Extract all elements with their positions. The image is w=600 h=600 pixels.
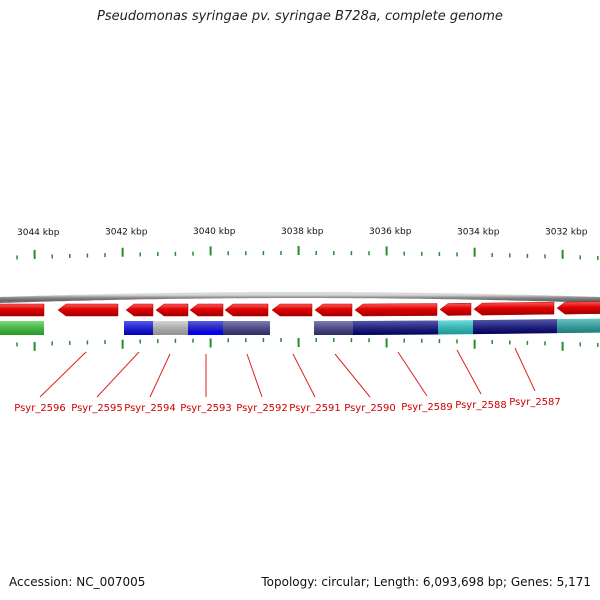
annotation-shade <box>353 320 438 335</box>
label-leader-line <box>514 347 536 392</box>
annotation-strip <box>188 331 223 335</box>
label-leaders <box>39 347 536 398</box>
gene-track[interactable] <box>0 301 600 317</box>
annotation-track[interactable] <box>0 318 600 335</box>
scale-label: 3044 kbp <box>17 228 60 238</box>
gene-arrow[interactable] <box>354 303 438 317</box>
gene-label[interactable]: Psyr_2591 <box>289 403 341 414</box>
accession-text: Accession: NC_007005 <box>9 575 146 589</box>
label-leader-line <box>456 349 482 395</box>
gene-label[interactable]: Psyr_2596 <box>14 403 66 414</box>
scale-label: 3034 kbp <box>457 227 500 237</box>
gene-label[interactable]: Psyr_2595 <box>71 403 123 414</box>
gene-label[interactable]: Psyr_2593 <box>180 403 232 414</box>
gene-arrow[interactable] <box>556 301 600 315</box>
backbone-ring <box>0 292 600 304</box>
label-leader-line <box>96 351 140 398</box>
gene-arrow[interactable] <box>57 303 119 317</box>
annotation-shade <box>314 321 353 335</box>
scale-label: 3032 kbp <box>545 228 588 238</box>
annotation-shade <box>438 320 473 335</box>
gene-label[interactable]: Psyr_2594 <box>124 403 176 414</box>
label-leader-line <box>246 353 263 398</box>
gene-label[interactable]: Psyr_2588 <box>455 400 507 411</box>
label-leader-line <box>292 353 316 398</box>
genome-title: Pseudomonas syringae pv. syringae B728a,… <box>97 9 503 24</box>
annotation-shade <box>223 321 270 335</box>
gene-arrow[interactable] <box>473 301 555 316</box>
gene-arrow[interactable] <box>0 303 45 317</box>
annotation-shade <box>124 321 153 335</box>
gene-label[interactable]: Psyr_2589 <box>401 402 453 413</box>
scale-label: 3036 kbp <box>369 227 412 237</box>
gene-label[interactable]: Psyr_2592 <box>236 403 288 414</box>
gene-arrow[interactable] <box>189 303 224 317</box>
scale-label: 3040 kbp <box>193 227 236 237</box>
annotation-shade <box>473 319 557 335</box>
gene-arrow[interactable] <box>224 303 269 317</box>
gene-arrow[interactable] <box>314 303 353 317</box>
gene-arrow[interactable] <box>125 303 154 317</box>
genome-summary-text: Topology: circular; Length: 6,093,698 bp… <box>261 575 591 589</box>
scale-label: 3042 kbp <box>105 227 148 237</box>
scale-labels: 3044 kbp 3042 kbp 3040 kbp 3038 kbp 3036 kbp… <box>17 227 588 238</box>
gene-arrow[interactable] <box>439 302 472 316</box>
scale-label: 3038 kbp <box>281 227 324 237</box>
gene-label[interactable]: Psyr_2587 <box>509 397 561 408</box>
annotation-shade <box>557 318 600 334</box>
label-leader-line <box>149 353 171 398</box>
gene-arrow[interactable] <box>155 303 189 317</box>
genome-backbone <box>0 292 600 304</box>
label-leader-line <box>397 351 428 397</box>
label-leader-line <box>39 351 87 398</box>
annotation-shade <box>0 321 44 335</box>
gene-label[interactable]: Psyr_2590 <box>344 403 396 414</box>
label-leader-line <box>334 353 371 398</box>
gene-labels[interactable]: Psyr_2596 Psyr_2595 Psyr_2594 Psyr_2593 Psyr… <box>14 397 561 414</box>
gene-arrow[interactable] <box>271 303 313 317</box>
scale-ticks <box>16 246 599 351</box>
annotation-shade <box>153 321 188 335</box>
